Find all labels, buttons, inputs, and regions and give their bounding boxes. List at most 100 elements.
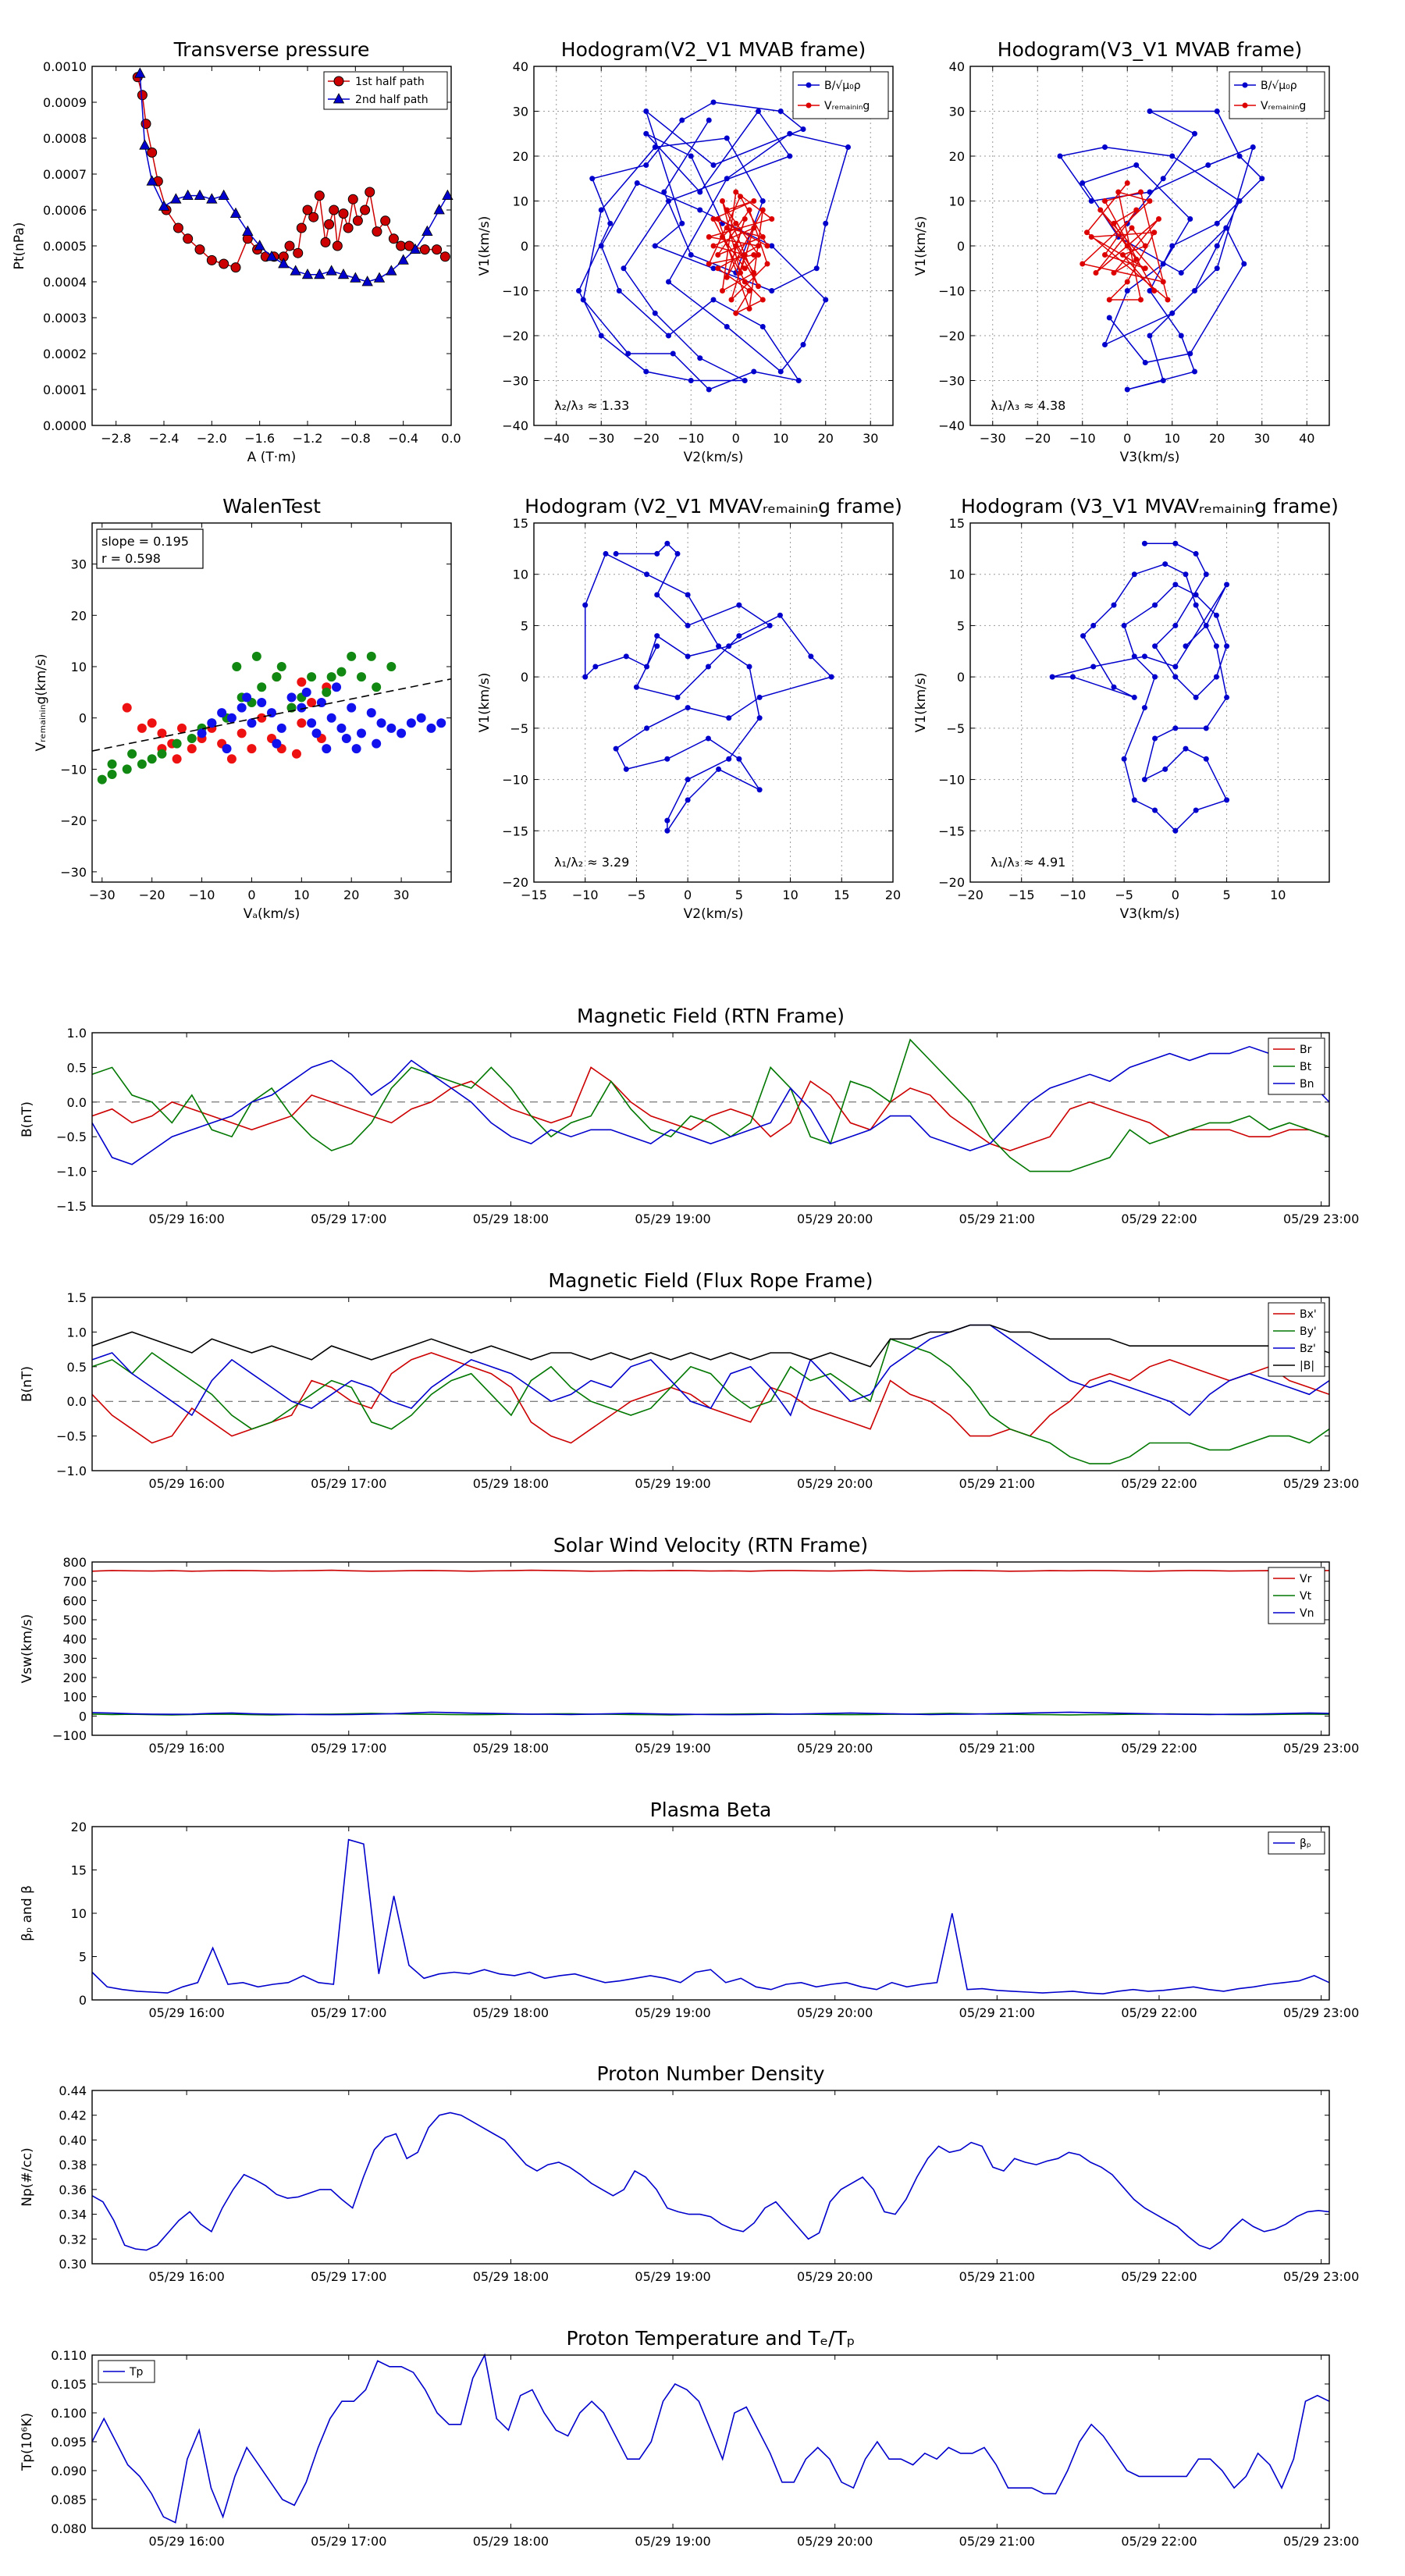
h2-ylabel: V1(km/s) bbox=[913, 216, 929, 276]
h1-v-point bbox=[742, 216, 748, 222]
h2-v-point bbox=[1111, 220, 1117, 226]
pt-first-half-point bbox=[329, 205, 340, 215]
walen-blue-point bbox=[416, 713, 426, 723]
pt-ytick-label: 0.0004 bbox=[43, 275, 87, 290]
np-ytick-label: 0.30 bbox=[59, 2257, 87, 2272]
h1-b-point bbox=[652, 144, 658, 150]
tp-ytick-label: 0.090 bbox=[51, 2464, 87, 2478]
h4-b-point bbox=[1152, 735, 1158, 742]
pt-legend-marker bbox=[333, 93, 345, 104]
h3-b-point bbox=[664, 817, 670, 824]
h1-xtick-label: −30 bbox=[588, 431, 614, 446]
h2-legend-marker bbox=[1242, 82, 1248, 88]
h1-b-point bbox=[710, 265, 717, 272]
h4-b-point bbox=[1090, 622, 1097, 628]
h1-b-point bbox=[598, 333, 604, 339]
tp-xtick-label: 05/29 19:00 bbox=[635, 2534, 710, 2549]
h4-b-point bbox=[1172, 725, 1179, 731]
walen-blue-point bbox=[272, 738, 282, 749]
beta-xtick-label: 05/29 23:00 bbox=[1283, 2005, 1359, 2020]
h2-v-point bbox=[1106, 297, 1112, 303]
h1-b-point bbox=[666, 198, 671, 204]
h3-b-point bbox=[644, 725, 650, 731]
pt-second-half-point bbox=[158, 200, 170, 211]
h1-b-point bbox=[616, 288, 622, 294]
np-ytick-label: 0.40 bbox=[59, 2133, 87, 2147]
h1-b-point bbox=[670, 350, 676, 357]
h1-v-point bbox=[742, 252, 748, 258]
h3-ytick-label: 15 bbox=[513, 516, 528, 531]
h4-xtick-label: 10 bbox=[1270, 888, 1286, 902]
walen-slope-text: slope = 0.195 bbox=[101, 534, 189, 549]
bfield-ylabel: B(nT) bbox=[20, 1101, 35, 1137]
vsw-ytick-label: 300 bbox=[62, 1651, 87, 1666]
h1-v-point bbox=[720, 234, 725, 240]
h2-b-point bbox=[1102, 144, 1108, 150]
vsw-ytick-label: 700 bbox=[62, 1574, 87, 1589]
h1-xtick-label: 10 bbox=[773, 431, 788, 446]
h1-b-point bbox=[759, 198, 766, 204]
walen-stats: slope = 0.195 r = 0.598 bbox=[96, 528, 204, 569]
h4-b-point bbox=[1203, 571, 1209, 578]
np-ytick-label: 0.44 bbox=[59, 2083, 87, 2098]
h4-xtick-label: 0 bbox=[1172, 888, 1179, 902]
bfield-xtick-label: 05/29 21:00 bbox=[959, 1212, 1035, 1226]
h2-b-point bbox=[1187, 216, 1193, 222]
walen-green-point bbox=[336, 667, 347, 677]
bfr-xtick-label: 05/29 19:00 bbox=[635, 1476, 710, 1491]
h2-legend-marker bbox=[1242, 102, 1248, 109]
h3-ylabel: V1(km/s) bbox=[477, 673, 493, 733]
vsw-ytick-label: 600 bbox=[62, 1593, 87, 1608]
h3-b-point bbox=[623, 766, 629, 772]
h1-v-point bbox=[746, 306, 752, 311]
walen-ytick-label: −30 bbox=[60, 865, 87, 880]
h2-v-point bbox=[1088, 234, 1094, 240]
walen-red-point bbox=[297, 677, 307, 687]
beta-series-0-line bbox=[91, 1838, 1330, 1995]
h1-v-point bbox=[769, 216, 775, 222]
h4-ylabel: V1(km/s) bbox=[913, 673, 929, 733]
pt-first-half-point bbox=[338, 208, 349, 219]
h2-v-point bbox=[1138, 297, 1144, 303]
h3-b-point bbox=[685, 592, 691, 598]
h4-ytick-label: 10 bbox=[949, 568, 965, 582]
h3-b-point bbox=[726, 715, 732, 721]
pt-ytick-label: 0.0001 bbox=[43, 382, 87, 397]
h2-xtick-label: 20 bbox=[1209, 431, 1225, 446]
bfield-ytick-label: −1.5 bbox=[56, 1199, 87, 1214]
h3-b-point bbox=[654, 592, 660, 598]
h1-legend-label: Vᵣₑₘₐᵢₙᵢₙg bbox=[824, 100, 870, 112]
walen-green-point bbox=[276, 662, 286, 671]
vsw-xtick-label: 05/29 21:00 bbox=[959, 1741, 1035, 1756]
h4-b-point bbox=[1131, 571, 1137, 578]
walen-blue-point bbox=[341, 734, 351, 743]
bfield-legend-box bbox=[1268, 1037, 1325, 1095]
h2-panel: Hodogram(V3_V1 MVAB frame) −40 −30 −20 −10 0 1… bbox=[913, 38, 1330, 465]
vsw-ytick-label: 400 bbox=[62, 1632, 87, 1647]
h1-b-point bbox=[710, 162, 717, 168]
walen-xtick-label: 30 bbox=[393, 888, 409, 902]
bfield-frame bbox=[91, 1032, 1330, 1207]
h2-v-point bbox=[1120, 252, 1126, 258]
h1-v-point bbox=[710, 243, 717, 249]
vsw-series-2-line bbox=[91, 1711, 1330, 1716]
h1-b-point bbox=[634, 180, 640, 186]
walen-blue-point bbox=[247, 718, 257, 728]
h2-v-point bbox=[1080, 261, 1086, 267]
h1-b-point bbox=[706, 117, 712, 123]
h2-b-point bbox=[1236, 198, 1243, 204]
h2-v-point bbox=[1111, 270, 1117, 276]
h2-ytick-label: 30 bbox=[949, 105, 965, 119]
pt-xtick-label: −1.6 bbox=[244, 431, 275, 446]
beta-ytick-label: 0 bbox=[79, 1993, 87, 2008]
walen-blue-point bbox=[397, 728, 407, 738]
beta-frame bbox=[91, 1826, 1330, 2001]
vsw-legend: Vr Vt Vn bbox=[1268, 1567, 1325, 1624]
h2-ytick-label: −10 bbox=[938, 284, 965, 299]
h1-b-point bbox=[823, 297, 829, 303]
h4-b-point bbox=[1213, 612, 1219, 618]
beta-legend-label: βₚ bbox=[1300, 1838, 1311, 1850]
bfield-ytick-label: 0.0 bbox=[67, 1095, 87, 1110]
h2-b-point bbox=[1192, 368, 1197, 375]
h1-v-point bbox=[742, 265, 748, 272]
